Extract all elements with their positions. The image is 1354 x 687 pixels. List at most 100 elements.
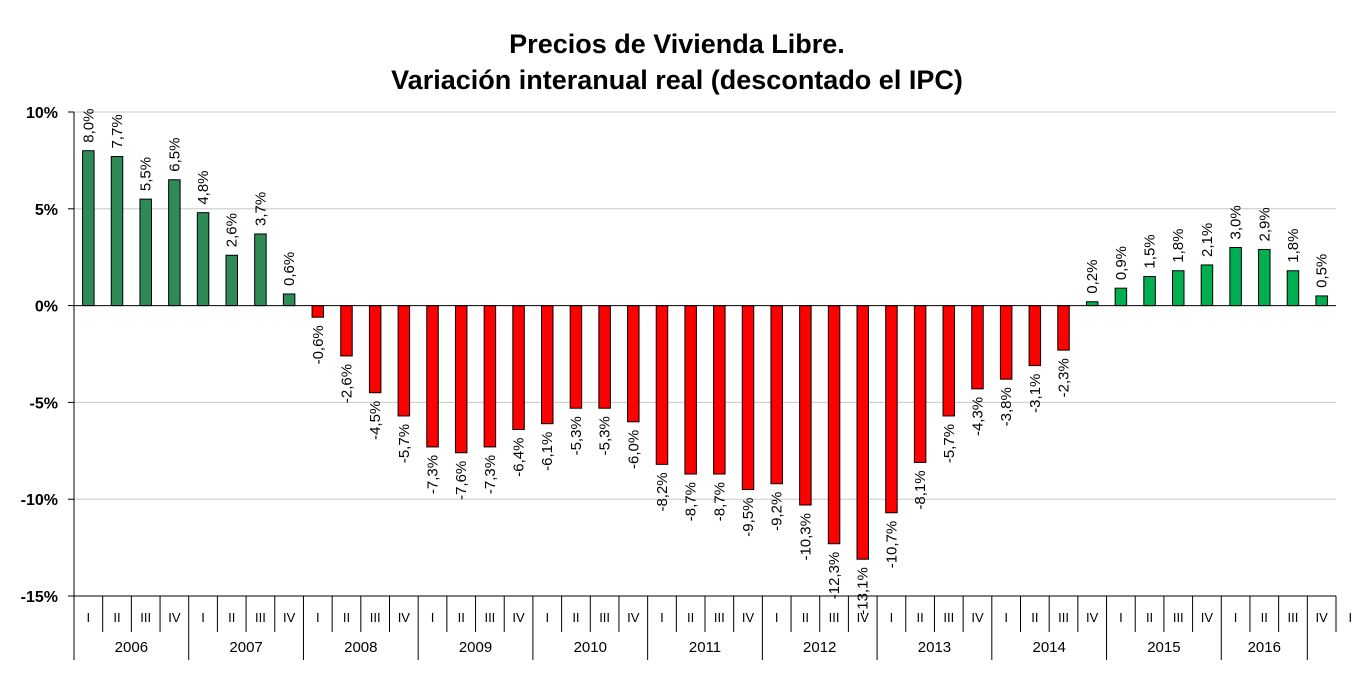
year-label: 2012 xyxy=(803,639,836,656)
data-label: 2,1% xyxy=(1199,223,1216,257)
bar xyxy=(397,305,411,417)
quarter-label: IV xyxy=(168,610,181,625)
quarter-label: IV xyxy=(398,610,411,625)
bar xyxy=(110,156,124,307)
quarter-label: II xyxy=(458,610,465,625)
quarter-label: II xyxy=(343,610,350,625)
bar xyxy=(971,305,984,390)
bar xyxy=(655,305,669,465)
bar xyxy=(1258,248,1271,307)
quarter-label: III xyxy=(140,610,151,625)
year-label: 2016 xyxy=(1248,639,1281,656)
data-label: 2,6% xyxy=(224,213,241,247)
quarter-label: I xyxy=(890,610,894,625)
quarter-label: III xyxy=(1173,610,1184,625)
bar xyxy=(512,305,525,431)
bar xyxy=(1143,276,1156,307)
bar xyxy=(254,233,267,307)
bar xyxy=(454,305,468,454)
year-label: 2006 xyxy=(115,639,148,656)
quarter-label: II xyxy=(802,610,809,625)
bar xyxy=(1315,295,1328,307)
year-label: 2010 xyxy=(574,639,607,656)
quarter-label: III xyxy=(484,610,495,625)
data-label: 2,9% xyxy=(1256,207,1273,241)
data-label: -7,3% xyxy=(482,455,499,494)
quarter-label: III xyxy=(255,610,266,625)
bar xyxy=(340,305,353,357)
bar xyxy=(713,305,726,475)
data-label: -7,6% xyxy=(453,461,470,500)
quarter-label: II xyxy=(1146,610,1153,625)
data-label: -10,3% xyxy=(797,513,814,561)
data-label: 0,9% xyxy=(1113,246,1130,280)
quarter-label: I xyxy=(87,610,91,625)
quarter-label: I xyxy=(545,610,549,625)
quarter-label: II xyxy=(228,610,235,625)
quarter-label: III xyxy=(370,610,381,625)
quarter-label: I xyxy=(1234,610,1238,625)
bar xyxy=(1200,264,1214,307)
quarter-label: IV xyxy=(627,610,640,625)
x-axis-labels: I II III IV I II III IV I II III IV I II III IV I II III IV… xyxy=(73,595,1353,660)
bar xyxy=(856,305,869,560)
data-label: 1,8% xyxy=(1170,229,1187,263)
bar xyxy=(684,305,697,475)
data-label: 8,0% xyxy=(80,109,97,143)
quarter-label: II xyxy=(572,610,579,625)
bar xyxy=(282,293,296,307)
quarter-label: II xyxy=(1261,610,1268,625)
data-label: 0,5% xyxy=(1314,254,1331,288)
data-label: -3,8% xyxy=(998,387,1015,426)
year-label: 2008 xyxy=(344,639,377,656)
data-label: 0,6% xyxy=(281,252,298,286)
y-tick-label: -10% xyxy=(21,492,58,509)
y-tick-label: 10% xyxy=(26,105,58,122)
bar xyxy=(1085,301,1099,307)
bar xyxy=(196,212,210,307)
data-label: -12,3% xyxy=(826,552,843,600)
data-label: -13,1% xyxy=(855,567,872,615)
data-label: -4,3% xyxy=(969,397,986,436)
year-label: 2015 xyxy=(1147,639,1180,656)
data-label: -9,5% xyxy=(740,498,757,537)
bar xyxy=(168,179,181,307)
gridlines xyxy=(74,111,1336,597)
data-label: -6,0% xyxy=(625,430,642,469)
y-axis-tick-labels: 10% 5% 0% -5% -10% -15% xyxy=(21,105,58,606)
bar xyxy=(598,305,611,409)
quarter-label: IV xyxy=(857,610,870,625)
quarter-label: III xyxy=(599,610,610,625)
data-label: 5,5% xyxy=(138,157,155,191)
chart-title-line1: Precios de Vivienda Libre. xyxy=(509,29,845,59)
bar xyxy=(139,198,152,307)
quarter-label: II xyxy=(687,610,694,625)
quarter-label: III xyxy=(943,610,954,625)
bar xyxy=(1286,270,1300,307)
y-tick-label: 5% xyxy=(35,202,58,219)
quarter-label: IV xyxy=(742,610,755,625)
bar xyxy=(770,305,783,485)
bar xyxy=(741,305,755,491)
bar xyxy=(541,305,554,425)
bar xyxy=(942,305,956,417)
data-label: 3,0% xyxy=(1228,205,1245,239)
bar xyxy=(1114,287,1128,307)
year-label: 2009 xyxy=(459,639,492,656)
data-label: -2,3% xyxy=(1056,358,1073,397)
data-label: -5,7% xyxy=(396,424,413,463)
quarter-label: III xyxy=(714,610,725,625)
year-label: 2011 xyxy=(689,639,721,656)
quarter-label: I xyxy=(1349,610,1353,625)
bar xyxy=(569,305,583,409)
data-label: -8,7% xyxy=(711,482,728,521)
quarter-label: III xyxy=(829,610,840,625)
quarter-label: I xyxy=(1004,610,1008,625)
data-label: -10,7% xyxy=(883,521,900,569)
quarter-label: IV xyxy=(1316,610,1329,625)
quarter-label: I xyxy=(316,610,320,625)
data-label: 3,7% xyxy=(252,192,269,226)
data-label: -8,2% xyxy=(654,472,671,511)
quarter-label: IV xyxy=(971,610,984,625)
